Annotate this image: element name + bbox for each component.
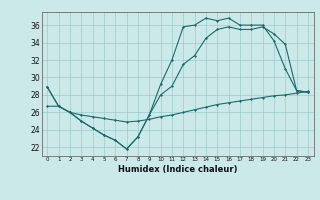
X-axis label: Humidex (Indice chaleur): Humidex (Indice chaleur)	[118, 165, 237, 174]
